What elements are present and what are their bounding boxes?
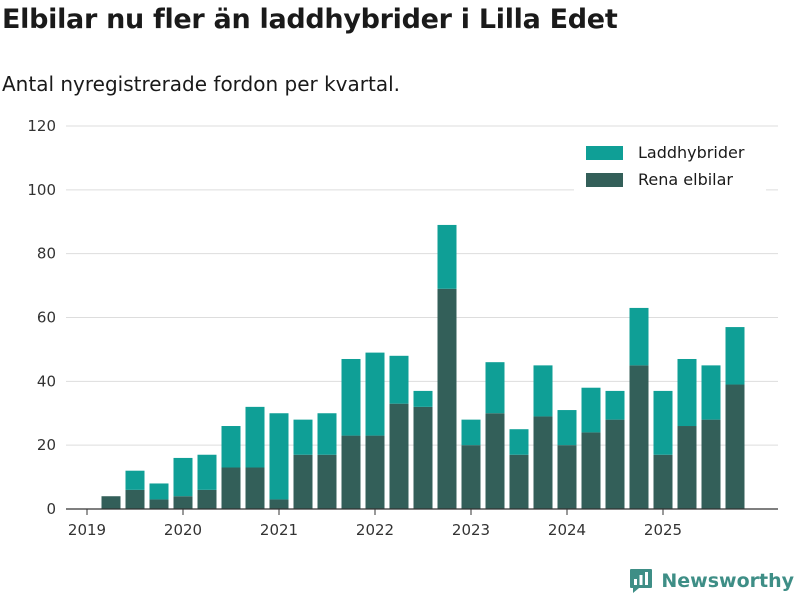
bar-laddhybrider [197,454,217,490]
bar-rena-elbilar [293,454,313,509]
bar-laddhybrider [293,419,313,455]
bar-rena-elbilar [317,454,337,509]
bar-rena-elbilar [365,435,385,509]
legend-label: Rena elbilar [638,170,733,189]
bar-laddhybrider [557,410,577,446]
x-tick-label: 2021 [260,521,298,539]
bar-rena-elbilar [605,419,625,509]
bar-laddhybrider [341,358,361,436]
chart-subtitle: Antal nyregistrerade fordon per kvartal. [2,72,401,96]
x-tick-label: 2019 [68,521,106,539]
bar-laddhybrider [533,365,553,417]
bar-laddhybrider [461,419,481,446]
newsworthy-logo: Newsworthy [629,568,794,594]
bar-rena-elbilar [437,288,457,509]
bar-rena-elbilar [269,499,289,509]
bar-laddhybrider [389,355,409,404]
x-tick-label: 2024 [548,521,586,539]
bar-rena-elbilar [341,435,361,509]
bar-rena-elbilar [701,419,721,509]
bar-rena-elbilar [221,467,241,509]
bar-rena-elbilar [629,365,649,509]
bar-laddhybrider [701,365,721,420]
x-tick-label: 2020 [164,521,202,539]
y-tick-label: 20 [37,436,56,454]
bar-laddhybrider [653,390,673,455]
bar-rena-elbilar [677,426,697,509]
bar-rena-elbilar [173,496,193,509]
bar-laddhybrider [413,390,433,407]
x-tick-label: 2023 [452,521,490,539]
bar-rena-elbilar [125,489,145,509]
bar-rena-elbilar [557,445,577,509]
bar-rena-elbilar [389,403,409,509]
bar-rena-elbilar [581,432,601,509]
bar-laddhybrider [725,327,745,385]
bar-laddhybrider [221,426,241,468]
bar-laddhybrider [245,406,265,468]
bar-laddhybrider [629,307,649,366]
bar-laddhybrider [317,413,337,455]
y-tick-label: 60 [37,309,56,327]
bar-laddhybrider [437,224,457,289]
bar-rena-elbilar [533,416,553,509]
legend-label: Laddhybrider [638,143,745,162]
bar-rena-elbilar [101,496,121,509]
bar-rena-elbilar [725,384,745,509]
bar-laddhybrider [125,470,145,490]
bar-rena-elbilar [149,499,169,509]
y-tick-label: 80 [37,245,56,263]
legend-swatch [586,173,623,187]
axes: 0 20 40 60 80 100 120 2019 2020 2021 2022 2023 2024 2… [27,117,778,539]
bar-laddhybrider [269,413,289,500]
x-tick-label: 2022 [356,521,394,539]
bar-laddhybrider [365,352,385,436]
bar-laddhybrider [581,387,601,433]
bar-rena-elbilar [245,467,265,509]
chart-title: Elbilar nu fler än laddhybrider i Lilla … [2,4,618,35]
bar-rena-elbilar [653,454,673,509]
bar-rena-elbilar [509,454,529,509]
bar-laddhybrider [485,362,505,414]
y-tick-label: 120 [27,117,56,135]
y-tick-label: 100 [27,181,56,199]
y-tick-label: 0 [46,500,56,518]
newsworthy-logo-icon [630,569,653,593]
bar-laddhybrider [605,390,625,420]
legend-swatch [586,146,623,160]
bar-rena-elbilar [413,406,433,509]
y-tick-label: 40 [37,372,56,390]
bar-laddhybrider [149,483,169,500]
legend: Laddhybrider Rena elbilar [574,138,766,198]
bar-rena-elbilar [461,445,481,509]
bars [101,224,745,509]
brand-name: Newsworthy [661,570,794,592]
bar-laddhybrider [509,429,529,455]
bar-rena-elbilar [197,489,217,509]
x-tick-label: 2025 [644,521,682,539]
bar-laddhybrider [173,457,193,497]
bar-rena-elbilar [485,413,505,509]
bar-laddhybrider [677,358,697,427]
